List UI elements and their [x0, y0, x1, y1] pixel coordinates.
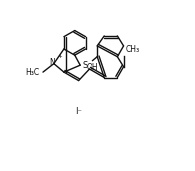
- Text: OH: OH: [87, 63, 98, 72]
- Text: +: +: [57, 54, 62, 59]
- Text: I⁻: I⁻: [75, 107, 82, 116]
- Text: H₃C: H₃C: [26, 68, 40, 77]
- Text: S: S: [82, 61, 88, 70]
- Text: N: N: [49, 58, 55, 67]
- Text: CH₃: CH₃: [125, 45, 139, 54]
